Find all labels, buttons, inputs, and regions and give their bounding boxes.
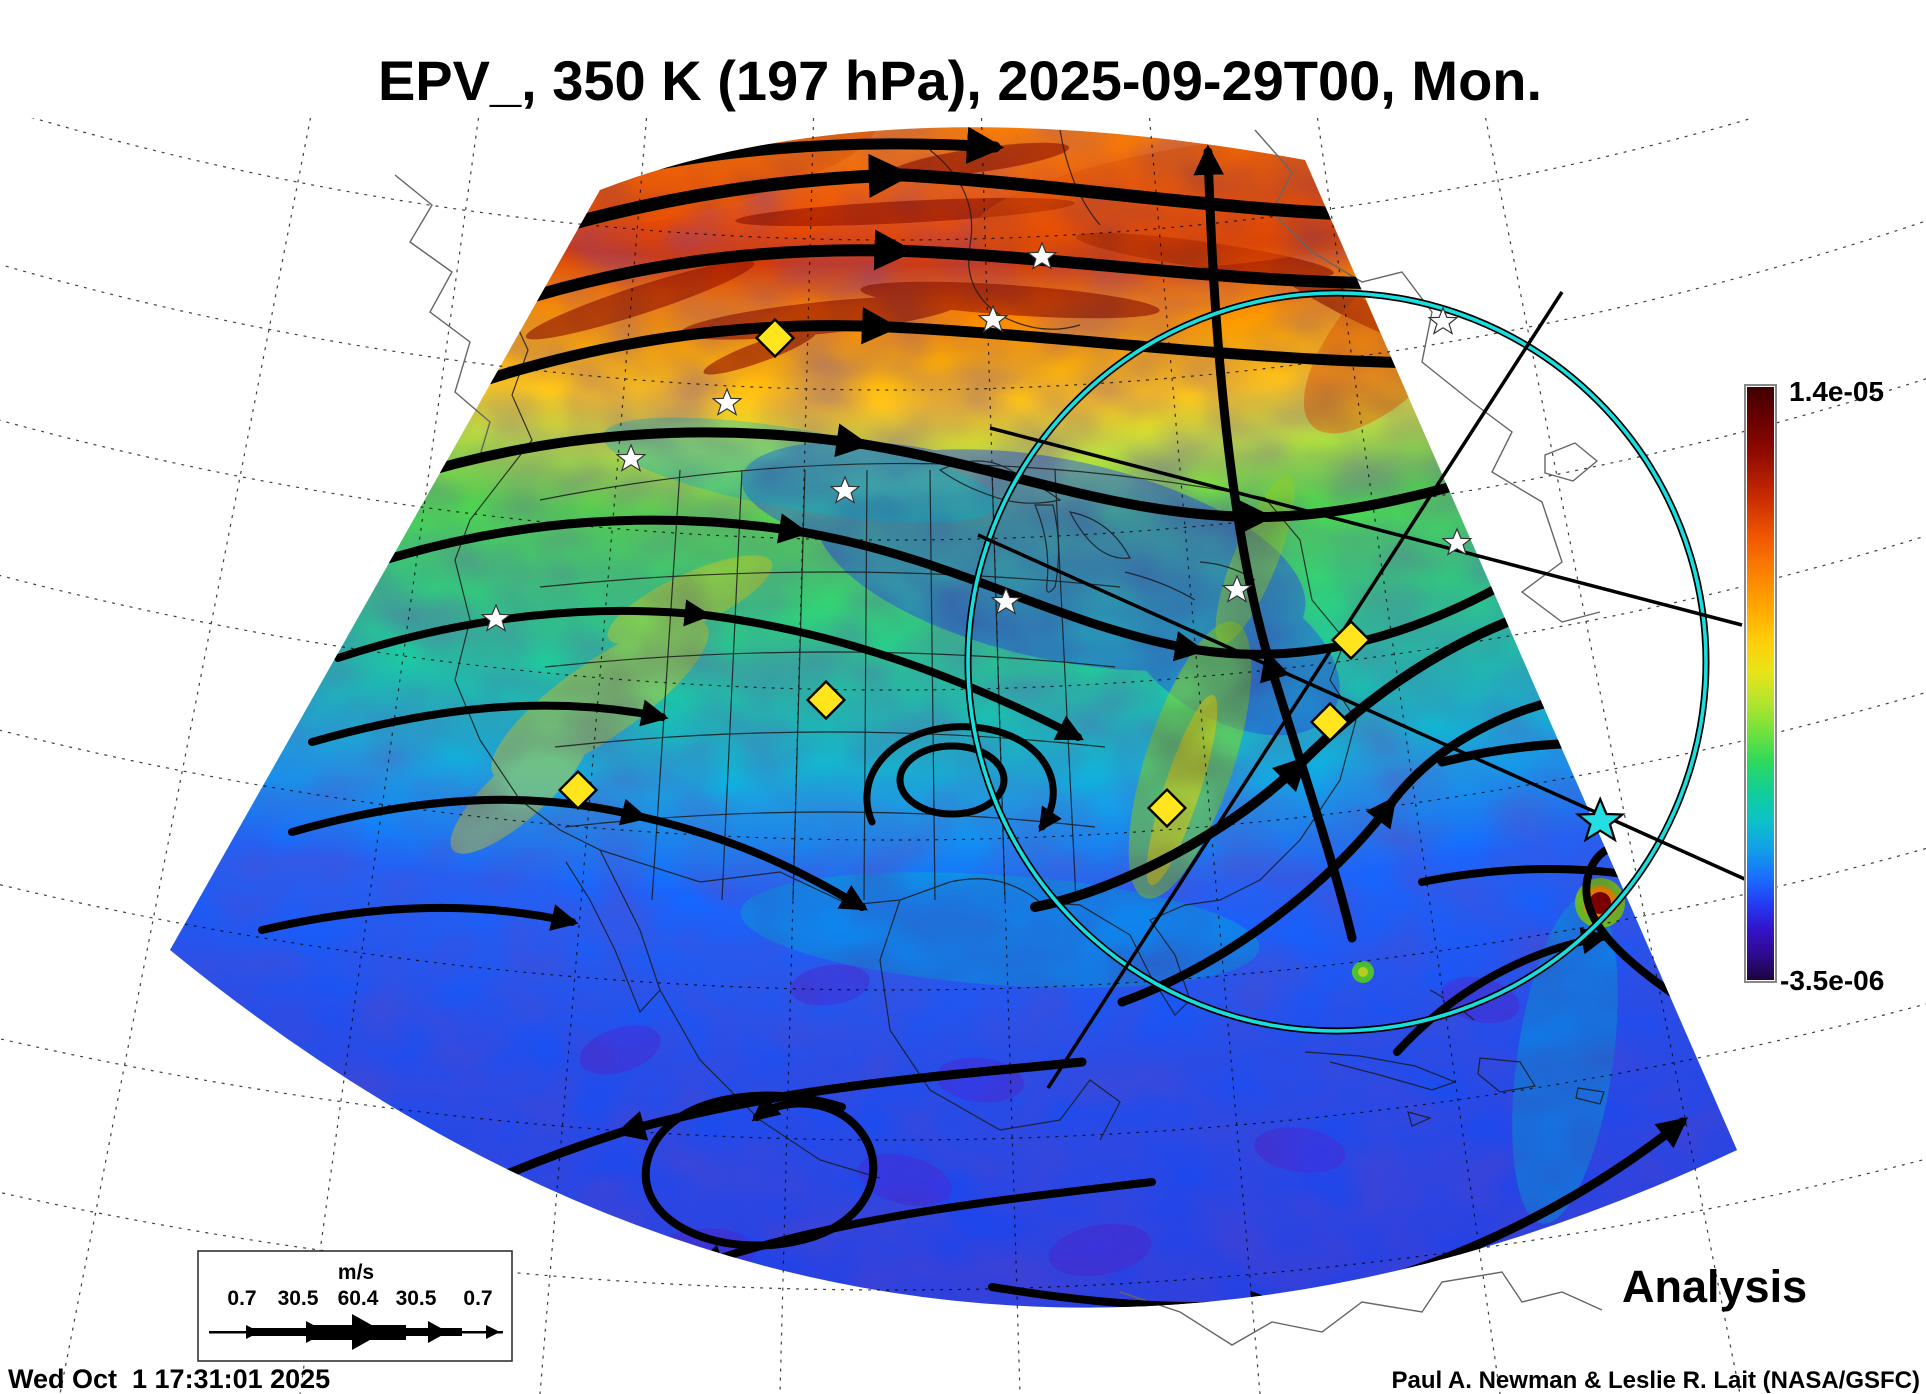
status-label: Analysis (1622, 1261, 1807, 1312)
colorbar-max-label: 1.4e-05 (1789, 376, 1884, 407)
colorbar-group: 1.4e-05 -3.5e-06 (1744, 376, 1884, 996)
colorbar-min-label: -3.5e-06 (1780, 965, 1884, 996)
range-circle-group (964, 289, 1759, 1089)
wind-speed-value: 0.7 (463, 1287, 492, 1310)
sonde-diamond (557, 769, 599, 811)
wind-speed-value: 60.4 (338, 1287, 379, 1310)
sonde-diamond (754, 317, 796, 359)
wind-legend-box (197, 1250, 513, 1362)
sonde-diamond (1146, 787, 1188, 829)
wind-scale-arrow (209, 1314, 503, 1350)
credit-text: Paul A. Newman & Leslie R. Lait (NASA/GS… (1391, 1367, 1920, 1394)
sonde-diamond (805, 679, 847, 721)
wind-speed-value: 0.7 (227, 1287, 256, 1310)
wind-legend: m/s 0.7 30.5 60.4 30.5 0.7 (197, 1250, 513, 1362)
wind-speed-value: 30.5 (278, 1287, 319, 1310)
sight-lines (977, 291, 1759, 1089)
figure-title: EPV_, 350 K (197 hPa), 2025-09-29T00, Mo… (378, 49, 1542, 112)
wind-legend-units: m/s (338, 1261, 374, 1284)
map-borders (454, 129, 1605, 1179)
sonde-diamond (1330, 619, 1372, 661)
range-circle (966, 291, 1708, 1033)
colorbar (1747, 387, 1774, 980)
generated-timestamp: Wed Oct 1 17:31:01 2025 (8, 1364, 330, 1394)
sonde-diamond (1309, 701, 1351, 743)
wind-speed-value: 30.5 (396, 1287, 437, 1310)
station-markers (481, 242, 1624, 841)
